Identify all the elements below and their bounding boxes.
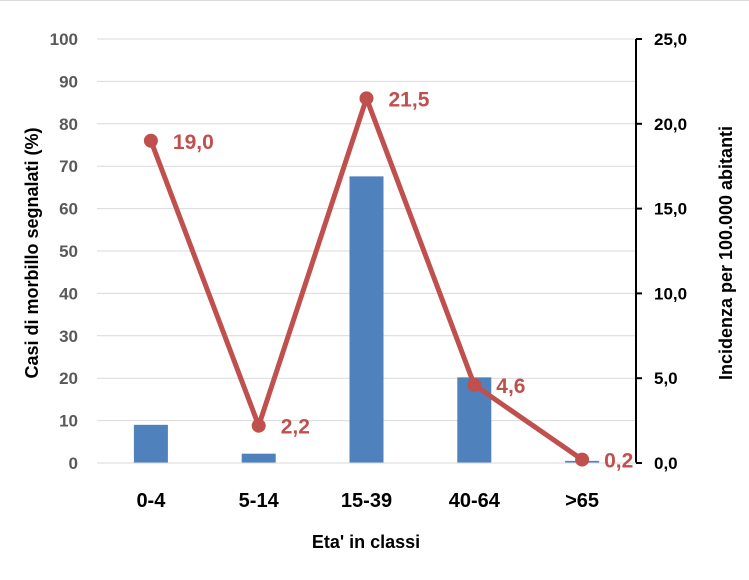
y-tick-label: 30 — [59, 327, 78, 346]
y2-tick-label: 15,0 — [654, 200, 687, 219]
y-axis-title: Casi di morbillo segnalati (%) — [22, 127, 42, 378]
data-label: 0,2 — [604, 450, 633, 473]
axes — [97, 38, 642, 464]
line-point — [575, 452, 590, 467]
y-tick-label: 0 — [69, 454, 78, 473]
x-axis-title: Eta' in classi — [312, 532, 420, 552]
x-tick-label: 5-14 — [239, 490, 280, 512]
data-labels: 19,0 2,2 21,5 4,6 0,2 — [173, 88, 633, 472]
bar-series — [133, 176, 600, 463]
data-label: 4,6 — [496, 375, 525, 398]
y2-tick-label: 5,0 — [654, 369, 678, 388]
data-label: 2,2 — [281, 416, 310, 439]
line-point — [467, 377, 482, 392]
y-tick-label: 60 — [59, 200, 78, 219]
x-tick-label: 40-64 — [449, 490, 501, 512]
y-tick-label: 80 — [59, 115, 78, 134]
bar — [241, 453, 276, 463]
y-tick-label: 40 — [59, 284, 78, 303]
left-axis-ticks: 0 10 20 30 40 50 60 70 80 90 100 — [50, 30, 78, 473]
y-tick-label: 20 — [59, 369, 78, 388]
x-tick-label: 15-39 — [341, 490, 392, 512]
y-tick-label: 70 — [59, 157, 78, 176]
x-axis-ticks: 0-4 5-14 15-39 40-64 >65 — [136, 490, 599, 512]
y-tick-label: 50 — [59, 242, 78, 261]
data-label: 21,5 — [389, 88, 430, 111]
line-point — [359, 91, 374, 106]
y2-tick-label: 0,0 — [654, 454, 678, 473]
right-axis-ticks: 0,0 5,0 10,0 15,0 20,0 25,0 — [654, 30, 687, 473]
y2-axis-title: Incidenza per 100.000 abitanti — [716, 126, 736, 380]
y-tick-label: 10 — [59, 412, 78, 431]
bar — [133, 424, 168, 463]
line-series — [143, 91, 590, 467]
y-tick-label: 100 — [50, 30, 78, 49]
x-tick-label: >65 — [565, 490, 599, 512]
y2-tick-label: 25,0 — [654, 30, 687, 49]
line-point — [251, 418, 266, 433]
y2-tick-label: 20,0 — [654, 115, 687, 134]
y-tick-label: 90 — [59, 72, 78, 91]
y2-tick-label: 10,0 — [654, 284, 687, 303]
bar — [349, 176, 384, 463]
line-point — [143, 133, 158, 148]
x-tick-label: 0-4 — [136, 490, 166, 512]
data-label: 19,0 — [173, 131, 214, 154]
